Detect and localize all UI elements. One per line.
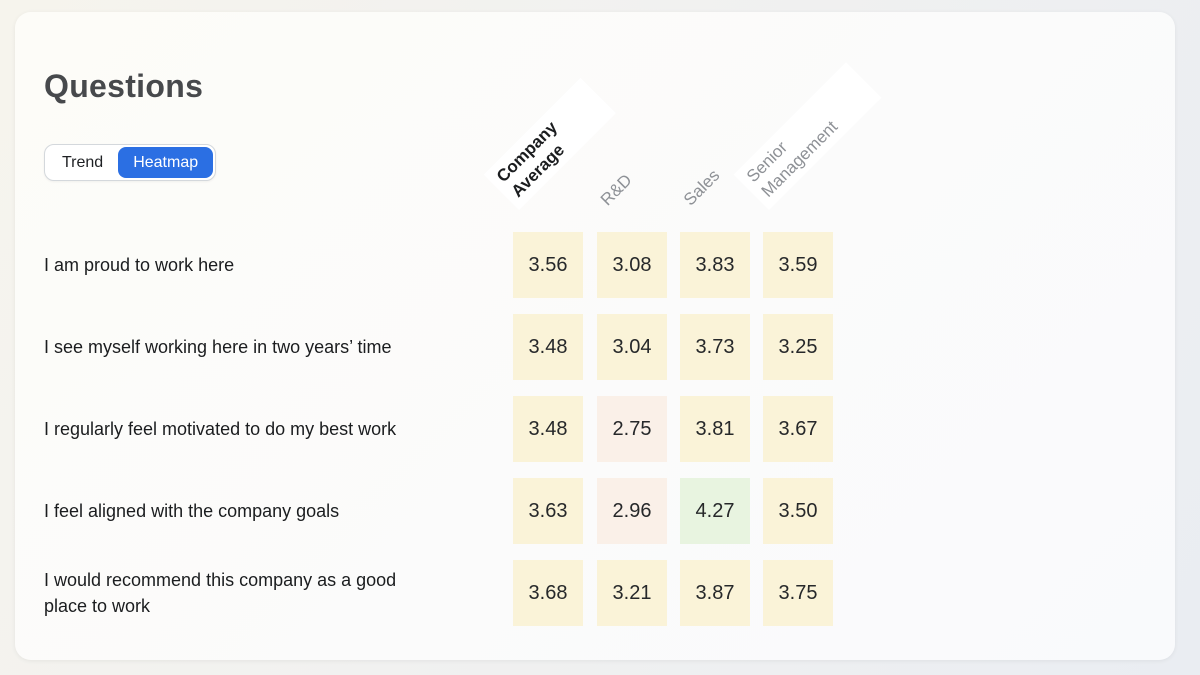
- question-row: I regularly feel motivated to do my best…: [15, 396, 1175, 462]
- heatmap-cell[interactable]: 3.48: [513, 396, 583, 462]
- page-title: Questions: [44, 68, 204, 104]
- heatmap-cell[interactable]: 3.67: [763, 396, 833, 462]
- heatmap-cell[interactable]: 3.04: [597, 314, 667, 380]
- heatmap-cell[interactable]: 3.87: [680, 560, 750, 626]
- question-row: I would recommend this company as a good…: [15, 560, 1175, 626]
- heatmap-cell[interactable]: 3.63: [513, 478, 583, 544]
- heatmap-cell[interactable]: 3.73: [680, 314, 750, 380]
- heatmap-cell[interactable]: 3.25: [763, 314, 833, 380]
- question-label[interactable]: I would recommend this company as a good…: [44, 570, 397, 616]
- question-row: I feel aligned with the company goals 3.6…: [15, 478, 1175, 544]
- question-label[interactable]: I am proud to work here: [44, 255, 235, 275]
- heatmap-cell[interactable]: 3.56: [513, 232, 583, 298]
- heatmap-cell[interactable]: 3.48: [513, 314, 583, 380]
- heatmap-cell[interactable]: 3.08: [597, 232, 667, 298]
- heatmap-cell[interactable]: 3.50: [763, 478, 833, 544]
- question-label[interactable]: I regularly feel motivated to do my best…: [44, 419, 397, 439]
- heatmap-cell[interactable]: 2.96: [597, 478, 667, 544]
- heatmap-cell[interactable]: 2.75: [597, 396, 667, 462]
- heatmap-cell[interactable]: 3.83: [680, 232, 750, 298]
- question-row: I am proud to work here 3.56 3.08 3.83 3.59: [15, 232, 1175, 298]
- questions-card: Questions Trend Heatmap Company Average R&…: [15, 12, 1175, 660]
- heatmap-cell[interactable]: 3.59: [763, 232, 833, 298]
- question-label[interactable]: I see myself working here in two years’ …: [44, 337, 392, 357]
- heatmap-cell[interactable]: 3.81: [680, 396, 750, 462]
- toggle-option-heatmap[interactable]: Heatmap: [118, 147, 214, 178]
- question-row: I see myself working here in two years’ …: [15, 314, 1175, 380]
- heatmap-cell[interactable]: 3.68: [513, 560, 583, 626]
- question-label[interactable]: I feel aligned with the company goals: [44, 501, 340, 521]
- heatmap-cell[interactable]: 3.75: [763, 560, 833, 626]
- view-toggle: Trend Heatmap: [44, 144, 217, 181]
- heatmap-cell[interactable]: 3.21: [597, 560, 667, 626]
- heatmap-grid: I am proud to work here 3.56 3.08 3.83 3.59 I…: [15, 12, 1175, 660]
- toggle-option-trend[interactable]: Trend: [62, 153, 104, 171]
- heatmap-cell[interactable]: 4.27: [680, 478, 750, 544]
